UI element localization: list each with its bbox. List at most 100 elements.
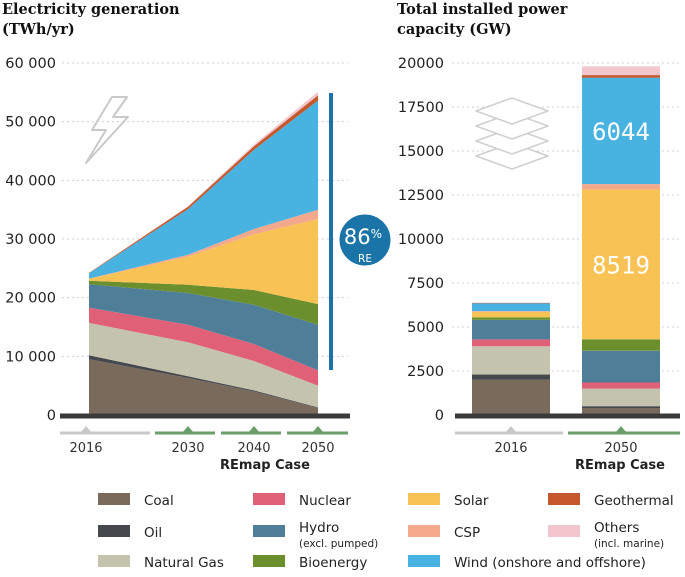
area-solar <box>89 219 318 305</box>
legend-swatch <box>548 493 580 505</box>
bar-wind-onshore-and-offshore-2016 <box>472 303 550 312</box>
legend-swatch <box>408 493 440 505</box>
legend-item-geothermal: Geothermal <box>548 493 674 509</box>
capacity-chart: Total installed power capacity (GW) 0 250… <box>397 1 680 473</box>
legend-swatch <box>98 525 130 537</box>
legend-item-others: Others (incl. marine) <box>548 520 664 550</box>
bar-value-label: 6044 <box>592 118 650 146</box>
bar-natural-gas-2016 <box>472 346 550 375</box>
legend-swatch <box>408 525 440 537</box>
generation-title-line-2: (TWh/yr) <box>2 21 75 38</box>
legend-label: Bioenergy <box>299 555 367 571</box>
legend-label: Nuclear <box>299 493 351 509</box>
y-tick-label: 12500 <box>398 188 444 204</box>
bar-oil-2016 <box>472 374 550 380</box>
y-tick-label: 20 000 <box>5 291 56 307</box>
timeline-marker <box>80 426 92 433</box>
x-tick-label: 2050 <box>604 441 637 456</box>
bar-csp-2016 <box>472 311 550 313</box>
legend-label: Geothermal <box>594 493 674 509</box>
x-tick-label: 2030 <box>171 441 204 456</box>
legend: Coal Nuclear Solar Geothermal Oil Hydro (excl.… <box>98 493 674 571</box>
lightning-icon <box>85 96 129 164</box>
re-share-unit: % <box>371 227 382 241</box>
bar-solar-2050 <box>582 189 660 340</box>
legend-item-bioenergy: Bioenergy <box>253 555 367 571</box>
legend-swatch <box>253 555 285 567</box>
bar-nuclear-2050 <box>582 382 660 389</box>
capacity-y-tick-labels: 0 2500 5000 7500 10000 12500 15000 17500 20000 <box>398 56 444 424</box>
capacity-x-axis-label: REmap Case <box>575 458 665 473</box>
bar-coal-2050 <box>582 408 660 415</box>
bar-bioenergy-2050 <box>582 339 660 351</box>
layers-icon <box>475 97 549 170</box>
area-bioenergy <box>89 280 318 325</box>
y-tick-label: 40 000 <box>5 173 56 189</box>
y-tick-label: 30 000 <box>5 232 56 248</box>
legend-label: Natural Gas <box>144 555 224 571</box>
bar-value-label: 8519 <box>592 251 650 279</box>
legend-sublabel: (excl. pumped) <box>299 538 378 550</box>
x-tick-label: 2040 <box>237 441 270 456</box>
generation-title-line-1: Electricity generation <box>2 1 180 18</box>
x-tick-label: 2016 <box>69 441 102 456</box>
y-tick-label: 17500 <box>398 100 444 116</box>
area-csp <box>89 209 318 279</box>
x-tick-label: 2050 <box>301 441 334 456</box>
bar-geothermal-2050 <box>582 75 660 78</box>
re-share-badge <box>336 211 394 269</box>
capacity-x-tick-labels: 2016 2050 <box>494 441 637 456</box>
bar-oil-2050 <box>582 406 660 408</box>
legend-item-hydro: Hydro (excl. pumped) <box>253 520 378 550</box>
y-tick-label: 50 000 <box>5 115 56 131</box>
area-oil <box>89 355 318 408</box>
y-tick-label: 0 <box>47 408 56 424</box>
generation-x-axis-label: REmap Case <box>220 458 310 473</box>
x-tick-label: 2016 <box>494 441 527 456</box>
capacity-bar-labels: 8519 6044 <box>592 118 650 280</box>
re-share-number: 86 <box>344 225 371 249</box>
bar-natural-gas-2050 <box>582 388 660 407</box>
y-tick-label: 60 000 <box>5 56 56 72</box>
re-share-label: RE <box>358 253 372 265</box>
legend-label: CSP <box>454 525 480 541</box>
bar-bioenergy-2016 <box>472 317 550 320</box>
generation-area-series <box>89 91 318 415</box>
legend-swatch <box>253 525 285 537</box>
legend-item-solar: Solar <box>408 493 489 509</box>
y-tick-label: 5000 <box>407 320 444 336</box>
generation-timeline <box>60 426 348 435</box>
generation-x-tick-labels: 2016 2030 2040 2050 <box>69 441 334 456</box>
y-tick-label: 20000 <box>398 56 444 72</box>
legend-label: Solar <box>454 493 489 509</box>
timeline-marker <box>182 426 194 433</box>
timeline-marker <box>248 426 260 433</box>
y-tick-label: 7500 <box>407 276 444 292</box>
legend-swatch <box>408 555 440 567</box>
bar-wind-onshore-and-offshore-2050 <box>582 77 660 185</box>
legend-item-coal: Coal <box>98 493 174 509</box>
legend-swatch <box>548 525 580 537</box>
area-wind-onshore-and-offshore <box>89 100 318 279</box>
bar-csp-2050 <box>582 184 660 190</box>
generation-y-tick-labels: 0 10 000 20 000 30 000 40 000 50 000 60 000 <box>5 56 56 424</box>
legend-item-nuclear: Nuclear <box>253 493 351 509</box>
area-natural-gas <box>89 322 318 408</box>
legend-swatch <box>253 493 285 505</box>
timeline-marker <box>615 426 627 433</box>
legend-label: Oil <box>144 525 162 541</box>
bar-others-incl-marine-2050 <box>582 66 660 76</box>
bar-others-incl-marine-2016 <box>472 302 550 303</box>
legend-item-csp: CSP <box>408 525 480 541</box>
legend-swatch <box>98 555 130 567</box>
generation-chart: Electricity generation (TWh/yr) 0 10 000 2… <box>2 1 394 473</box>
legend-label: Hydro <box>299 520 339 536</box>
bar-nuclear-2016 <box>472 339 550 347</box>
y-tick-label: 10 000 <box>5 349 56 365</box>
timeline-marker <box>312 426 324 433</box>
capacity-title-line-2: capacity (GW) <box>397 21 512 38</box>
bar-hydro-excl-pumped-2050 <box>582 350 660 383</box>
re-share-value: 86% <box>344 225 382 249</box>
timeline-marker <box>505 426 517 433</box>
